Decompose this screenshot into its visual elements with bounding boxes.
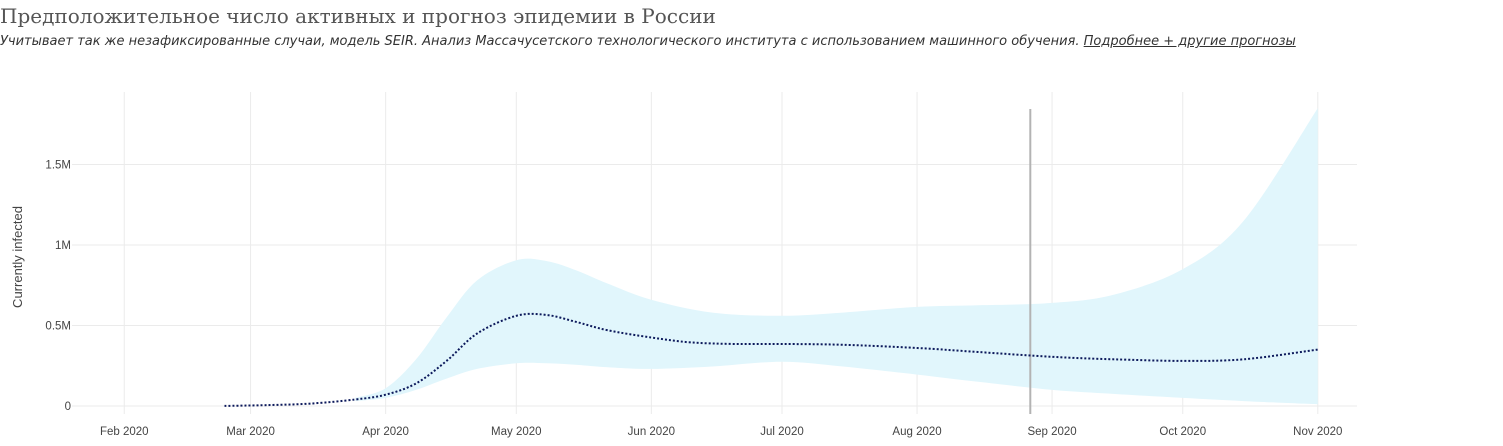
y-tick-label: 1.5M <box>45 159 71 171</box>
y-axis-ticks: 0 0.5M 1M 1.5M <box>45 159 71 413</box>
y-tick-label: 1M <box>55 240 71 252</box>
x-tick-label: Jun 2020 <box>628 426 675 438</box>
x-tick-label: Feb 2020 <box>100 426 149 438</box>
x-tick-label: Nov 2020 <box>1293 426 1342 438</box>
chart-subtitle: Учитывает так же незафиксированные случа… <box>0 34 1296 49</box>
x-tick-label: May 2020 <box>491 426 542 438</box>
more-forecasts-link[interactable]: Подробнее + другие прогнозы <box>1083 34 1296 49</box>
y-axis-label: Currently infected <box>10 206 25 308</box>
x-tick-label: Mar 2020 <box>226 426 275 438</box>
x-axis-ticks: Feb 2020 Mar 2020 Apr 2020 May 2020 Jun 2020… <box>100 426 1342 438</box>
x-tick-label: Apr 2020 <box>362 426 409 438</box>
x-tick-label: Jul 2020 <box>760 426 803 438</box>
forecast-line <box>224 312 1318 407</box>
subtitle-text: Учитывает так же незафиксированные случа… <box>0 34 1080 49</box>
confidence-band <box>355 108 1318 405</box>
chart-title: Предположительное число активных и прогн… <box>0 4 716 28</box>
y-tick-label: 0.5M <box>45 320 71 332</box>
y-tick-label: 0 <box>65 401 71 413</box>
x-tick-label: Sep 2020 <box>1027 426 1076 438</box>
x-tick-label: Aug 2020 <box>892 426 941 438</box>
x-tick-label: Oct 2020 <box>1159 426 1206 438</box>
